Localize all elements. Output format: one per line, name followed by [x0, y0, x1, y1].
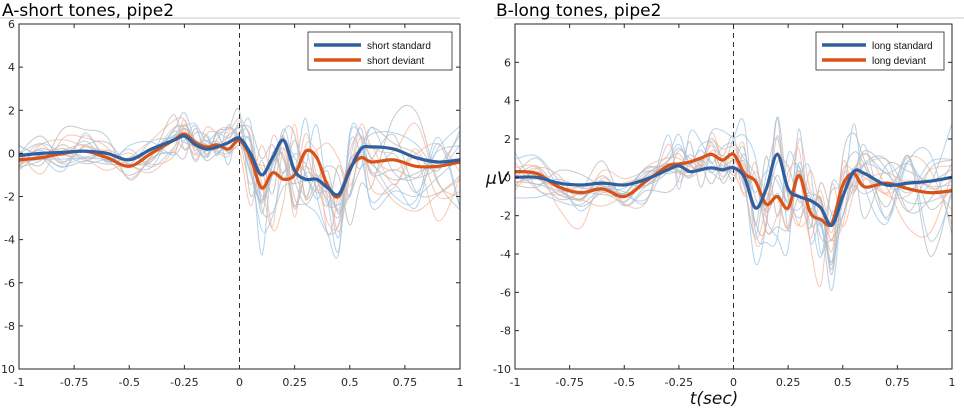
y-axis-label: μV — [485, 169, 510, 189]
x-axis-label: t(sec) — [690, 389, 739, 409]
trial-trace-14 — [514, 147, 953, 244]
panel-b-legend-box — [815, 31, 945, 71]
x-tick-label: -0.25 — [665, 376, 693, 389]
y-tick-label: -10 — [493, 363, 511, 376]
panel-b-ticks: -1 -0.75 -0.5 -0.25 0 0.25 0.5 0.75 1 6 4 2 0 -2 -4 -6 -… — [493, 23, 956, 389]
x-tick-label: -1 — [510, 376, 521, 389]
x-tick-label: 0 — [236, 376, 243, 389]
series-line-short-standard — [18, 134, 461, 197]
y-tick-label: -8 — [4, 320, 15, 333]
panel-a-legend-box — [307, 31, 453, 71]
legend-label-short-standard: short standard — [367, 41, 431, 52]
y-tick-label: 6 — [504, 56, 511, 69]
x-tick-label: 1 — [949, 376, 956, 389]
y-tick-label: 2 — [8, 104, 15, 117]
x-tick-label: -0.75 — [555, 376, 583, 389]
y-tick-label: 6 — [8, 18, 15, 31]
y-tick-label: 4 — [504, 95, 511, 108]
trial-trace-11 — [514, 132, 953, 263]
y-tick-label: -2 — [4, 191, 15, 204]
x-tick-label: 0.75 — [393, 376, 418, 389]
panel-a-marks — [18, 24, 461, 369]
panel-a: A-short tones, pipe2 -1 -0.75 -0.5 -0.25 0 0.… — [0, 1, 464, 389]
series-line-long-deviant — [514, 152, 953, 227]
trial-trace-0 — [514, 117, 953, 266]
x-tick-label: -0.75 — [60, 376, 88, 389]
panel-a-title: A-short tones, pipe2 — [2, 1, 174, 21]
series-line-short-deviant — [18, 132, 461, 199]
y-tick-label: 10 — [1, 363, 15, 376]
series-line-long-standard — [514, 152, 953, 227]
y-tick-label: -4 — [500, 248, 511, 261]
panel-b: B-long tones, pipe2 -1 -0.75 -0.5 -0.25 0 0.2… — [485, 1, 964, 409]
x-tick-label: 0.5 — [341, 376, 359, 389]
trial-trace-12 — [514, 137, 953, 263]
panel-a-legend: short standard short deviant — [307, 31, 453, 71]
y-tick-label: 2 — [504, 133, 511, 146]
trial-trace-15 — [18, 117, 461, 259]
x-tick-label: 0 — [730, 376, 737, 389]
panel-a-ticks: -1 -0.75 -0.5 -0.25 0 0.25 0.5 0.75 1 6 4 2 0 -2 -4 -6 -… — [1, 18, 464, 389]
trial-trace-13 — [514, 143, 953, 288]
y-tick-label: -2 — [500, 210, 511, 223]
panel-b-title: B-long tones, pipe2 — [496, 1, 661, 21]
legend-label-long-deviant: long deviant — [872, 56, 926, 67]
y-tick-label: -8 — [500, 325, 511, 338]
panel-b-marks — [514, 24, 953, 369]
x-tick-label: -0.5 — [614, 376, 635, 389]
x-tick-label: 0.75 — [885, 376, 910, 389]
panel-b-legend: long standard long deviant — [815, 31, 945, 71]
x-tick-label: 0.25 — [776, 376, 801, 389]
x-tick-label: 0.25 — [282, 376, 307, 389]
y-tick-label: -6 — [4, 277, 15, 290]
x-tick-label: 1 — [457, 376, 464, 389]
x-tick-label: -0.25 — [170, 376, 198, 389]
y-tick-label: 0 — [504, 171, 511, 184]
trial-trace-15 — [514, 118, 953, 255]
y-tick-label: 4 — [8, 61, 15, 74]
x-tick-label: -0.5 — [119, 376, 140, 389]
trial-trace-4 — [18, 122, 461, 233]
legend-label-short-deviant: short deviant — [367, 56, 424, 67]
y-tick-label: -6 — [500, 286, 511, 299]
x-tick-label: -1 — [14, 376, 25, 389]
x-tick-label: 0.5 — [834, 376, 852, 389]
legend-label-long-standard: long standard — [872, 41, 933, 52]
y-tick-label: -4 — [4, 234, 15, 247]
y-tick-label: 0 — [8, 147, 15, 160]
